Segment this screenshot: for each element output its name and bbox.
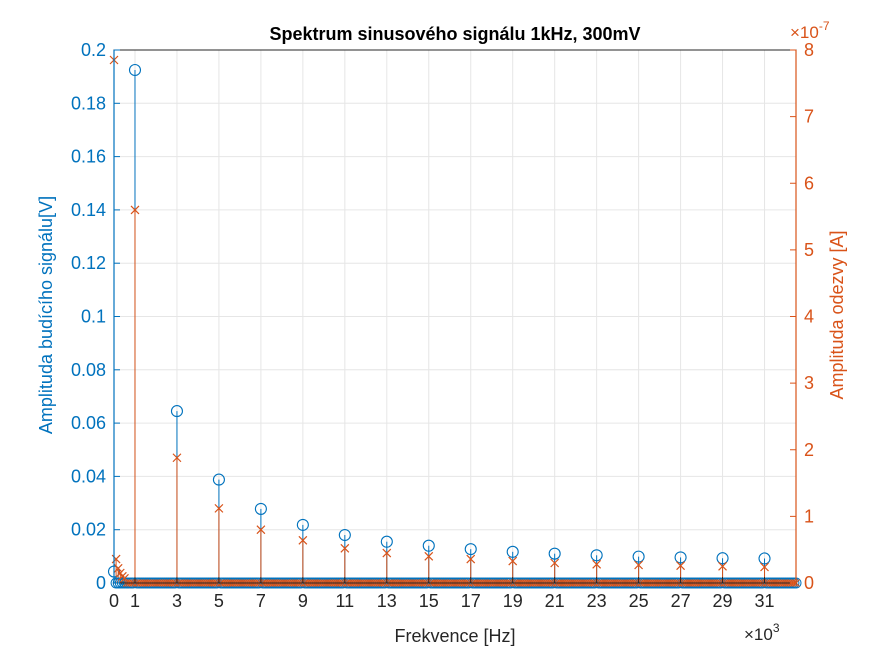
x-tick-label: 5 <box>214 591 224 611</box>
circle-marker <box>590 549 603 562</box>
x-marker <box>424 551 434 561</box>
left-tick-label: 0.2 <box>81 40 106 60</box>
x-tick-label: 1 <box>130 591 140 611</box>
circle-marker <box>338 528 351 542</box>
x-marker <box>120 573 129 583</box>
x-exponent-base: ×10 <box>744 625 773 644</box>
x-axis-exponent: ×103 <box>744 621 780 644</box>
circle-marker <box>128 63 142 77</box>
x-marker <box>298 535 308 545</box>
x-tick-label: 31 <box>755 591 775 611</box>
x-marker <box>676 561 686 571</box>
x-tick-label: 19 <box>503 591 523 611</box>
left-tick-label: 0.02 <box>71 520 106 540</box>
left-axis-label: Amplituda budícího signálu[V] <box>36 196 56 434</box>
x-marker <box>113 563 123 573</box>
x-tick-label: 0 <box>109 591 119 611</box>
x-tick-label: 15 <box>419 591 439 611</box>
x-marker <box>466 554 476 564</box>
left-tick-label: 0.08 <box>71 360 106 380</box>
x-tick-label: 27 <box>671 591 691 611</box>
right-tick-label: 3 <box>804 373 814 393</box>
x-tick-label: 17 <box>461 591 481 611</box>
right-tick-label: 7 <box>804 107 814 127</box>
right-tick-label: 8 <box>804 40 814 60</box>
right-tick-label: 4 <box>804 307 814 327</box>
x-marker <box>550 558 560 568</box>
x-tick-label: 7 <box>256 591 266 611</box>
x-tick-label: 23 <box>587 591 607 611</box>
right-exponent-base: ×10 <box>790 23 819 42</box>
x-marker <box>130 205 140 215</box>
circle-marker <box>548 547 561 560</box>
x-marker <box>718 561 727 571</box>
x-tick-label: 29 <box>713 591 733 611</box>
left-tick-label: 0.04 <box>71 466 106 486</box>
x-marker <box>256 525 266 535</box>
circle-marker <box>380 535 393 548</box>
right-axis-label: Amplituda odezvy [A] <box>827 230 847 399</box>
left-tick-label: 0.16 <box>71 147 106 167</box>
x-tick-label: 3 <box>172 591 182 611</box>
circle-marker <box>422 539 435 552</box>
circle-marker <box>170 405 184 418</box>
right-tick-label: 2 <box>804 440 814 460</box>
circle-marker <box>632 550 645 563</box>
right-tick-label: 5 <box>804 240 814 260</box>
x-marker <box>382 548 392 558</box>
circle-marker <box>296 518 309 531</box>
right-axis-exponent: ×10-7 <box>790 19 830 42</box>
right-tick-label: 0 <box>804 573 814 593</box>
x-tick-label: 9 <box>298 591 308 611</box>
circle-marker <box>716 552 729 565</box>
x-marker <box>634 560 644 570</box>
left-tick-label: 0.14 <box>71 200 106 220</box>
chart-title: Spektrum sinusového signálu 1kHz, 300mV <box>269 24 640 44</box>
circle-marker <box>254 502 267 515</box>
left-tick-label: 0.18 <box>71 93 106 113</box>
x-marker <box>508 556 518 566</box>
x-marker <box>760 562 769 572</box>
left-tick-label: 0.1 <box>81 307 106 327</box>
right-tick-label: 6 <box>804 173 814 193</box>
left-tick-label: 0.12 <box>71 253 106 273</box>
x-marker <box>172 453 182 463</box>
circle-marker <box>674 551 687 564</box>
x-axis-label: Frekvence [Hz] <box>394 626 515 646</box>
x-tick-label: 25 <box>629 591 649 611</box>
x-marker <box>214 503 224 513</box>
axes: 0 1 3 5 7 9 11 13 15 17 19 21 23 25 27 29 3100.020.040.0… <box>71 40 814 611</box>
left-tick-label: 0 <box>96 573 106 593</box>
x-tick-label: 11 <box>335 591 354 611</box>
right-tick-label: 1 <box>804 506 814 526</box>
left-tick-label: 0.06 <box>71 413 106 433</box>
x-tick-label: 13 <box>377 591 397 611</box>
x-exponent-power: 3 <box>773 621 780 635</box>
right-exponent-power: -7 <box>819 19 830 33</box>
circle-marker <box>506 545 519 558</box>
x-marker <box>340 543 350 553</box>
x-marker <box>592 559 602 569</box>
circle-marker <box>464 543 477 556</box>
circle-marker <box>212 473 225 486</box>
x-tick-label: 21 <box>545 591 565 611</box>
circle-marker <box>758 552 771 565</box>
